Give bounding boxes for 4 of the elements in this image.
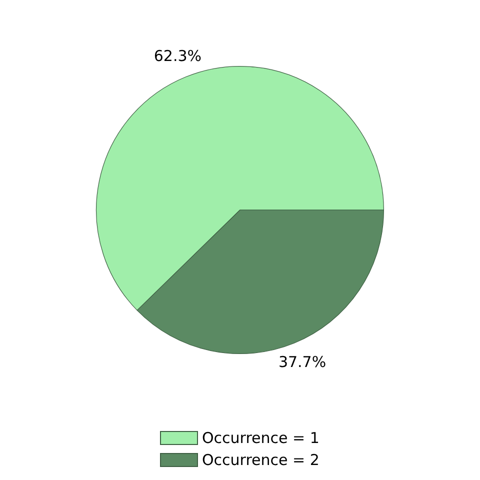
legend-label: Occurrence = 2 <box>202 450 320 471</box>
data-label: 37.7% <box>278 352 326 371</box>
legend-label: Occurrence = 1 <box>202 428 320 449</box>
data-label: 62.3% <box>154 46 202 65</box>
